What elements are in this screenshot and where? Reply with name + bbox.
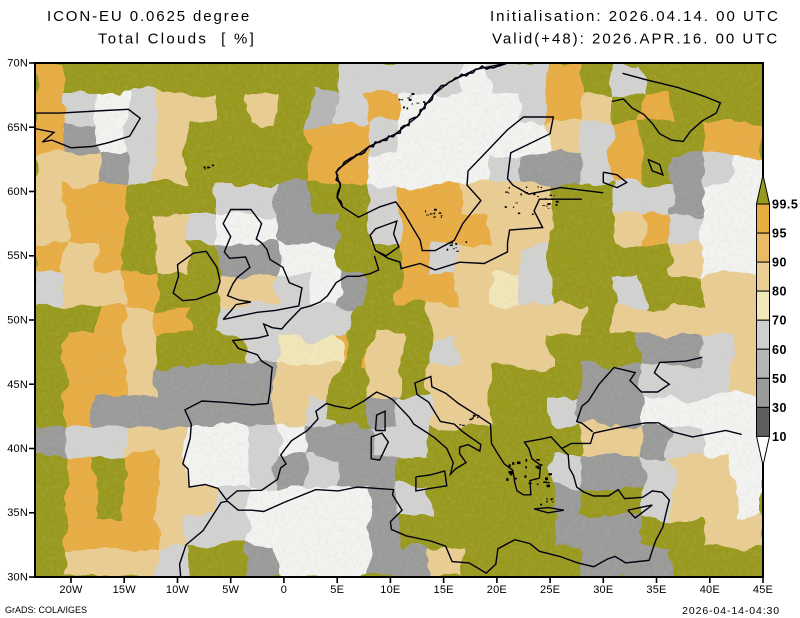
svg-text:10: 10 [772, 430, 787, 444]
svg-text:35E: 35E [646, 584, 666, 596]
svg-text:0: 0 [281, 584, 287, 596]
svg-text:Total Clouds [ %]: Total Clouds [ %] [98, 31, 256, 48]
svg-text:90: 90 [772, 256, 787, 270]
svg-text:10E: 10E [380, 584, 400, 596]
svg-text:60N: 60N [7, 186, 28, 198]
svg-text:45N: 45N [7, 379, 28, 391]
svg-text:40E: 40E [700, 584, 720, 596]
svg-text:20E: 20E [487, 584, 507, 596]
svg-text:80: 80 [772, 285, 787, 299]
svg-text:30N: 30N [7, 572, 28, 584]
svg-text:5W: 5W [222, 584, 239, 596]
svg-text:25E: 25E [540, 584, 560, 596]
svg-text:50: 50 [772, 372, 787, 386]
svg-text:20W: 20W [59, 584, 83, 596]
svg-text:35N: 35N [7, 507, 28, 519]
svg-text:99.5: 99.5 [772, 198, 798, 212]
svg-text:2026-04-14-04:30: 2026-04-14-04:30 [682, 605, 780, 617]
svg-text:Valid(+48): 2026.APR.16. 00 UT: Valid(+48): 2026.APR.16. 00 UTC [492, 31, 779, 48]
svg-text:GrADS: COLA/IGES: GrADS: COLA/IGES [5, 605, 87, 615]
svg-text:10W: 10W [166, 584, 190, 596]
svg-text:95: 95 [772, 227, 787, 241]
svg-text:30E: 30E [593, 584, 613, 596]
svg-text:5E: 5E [330, 584, 344, 596]
svg-text:30: 30 [772, 401, 787, 415]
svg-text:15W: 15W [113, 584, 137, 596]
svg-text:70N: 70N [7, 58, 28, 70]
svg-text:45E: 45E [753, 584, 773, 596]
svg-text:70: 70 [772, 314, 787, 328]
svg-text:15E: 15E [434, 584, 454, 596]
svg-text:60: 60 [772, 343, 787, 357]
svg-text:50N: 50N [7, 315, 28, 327]
svg-text:Initialisation: 2026.04.14. 00: Initialisation: 2026.04.14. 00 UTC [490, 8, 780, 25]
svg-text:ICON-EU 0.0625 degree: ICON-EU 0.0625 degree [47, 8, 251, 25]
svg-text:40N: 40N [7, 443, 28, 455]
svg-text:55N: 55N [7, 250, 28, 262]
svg-text:65N: 65N [7, 122, 28, 134]
